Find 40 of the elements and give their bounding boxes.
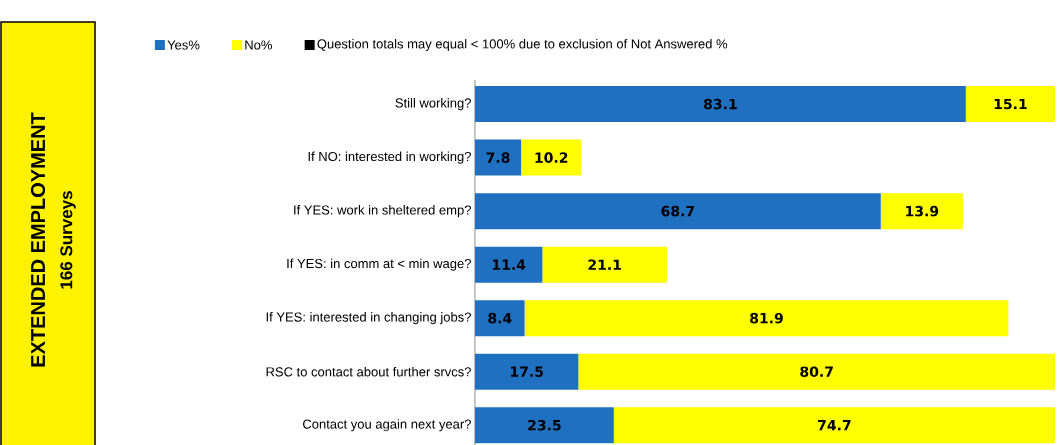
data-label: 80.7 — [800, 366, 833, 377]
bar — [475, 353, 579, 390]
data-label: 74.7 — [818, 420, 851, 431]
bar — [475, 86, 966, 123]
text: 166 Surveys — [60, 191, 76, 289]
y-tick-label: Still working? — [395, 98, 471, 111]
y-tick-label: If YES: in comm at < min wage? — [287, 258, 471, 271]
text: Question totals may equal < 100% due to exclusion of Not Answered % — [317, 38, 728, 52]
bar — [524, 300, 1009, 337]
data-label: 7.8 — [486, 152, 510, 163]
data-label: 23.5 — [528, 419, 561, 431]
bar — [475, 407, 614, 444]
bar — [578, 353, 1056, 390]
text: EXTENDED EMPLOYMENT — [30, 112, 46, 367]
data-label: 8.4 — [488, 312, 512, 324]
data-label: 81.9 — [750, 312, 783, 324]
legend-label: Yes% — [167, 40, 200, 50]
data-label: 15.1 — [994, 98, 1027, 110]
y-tick-label: Contact you again next year? — [303, 419, 471, 432]
bar — [475, 139, 522, 176]
bar — [475, 246, 543, 283]
bar — [475, 193, 881, 230]
bar — [521, 139, 582, 176]
y-tick-label: RSC to contact about further srvcs? — [266, 366, 471, 377]
data-label: 13.9 — [906, 205, 939, 217]
data-label: 68.7 — [661, 205, 695, 217]
bar — [613, 407, 1056, 444]
y-tick-label: If YES: interested in changing jobs? — [266, 312, 471, 325]
bar — [965, 86, 1056, 123]
data-label: 83.1 — [704, 98, 737, 110]
y-tick-label: If YES: work in sheltered emp? — [294, 205, 471, 218]
legend-label: No% — [245, 40, 272, 50]
bar — [542, 246, 667, 283]
data-label: 17.5 — [511, 366, 543, 377]
data-label: 10.2 — [535, 152, 568, 163]
bar — [475, 300, 525, 337]
bar — [880, 193, 963, 230]
data-label: 11.4 — [492, 259, 526, 270]
y-tick-label: If NO: interested in working? — [308, 151, 471, 164]
data-label: 21.1 — [588, 259, 621, 270]
